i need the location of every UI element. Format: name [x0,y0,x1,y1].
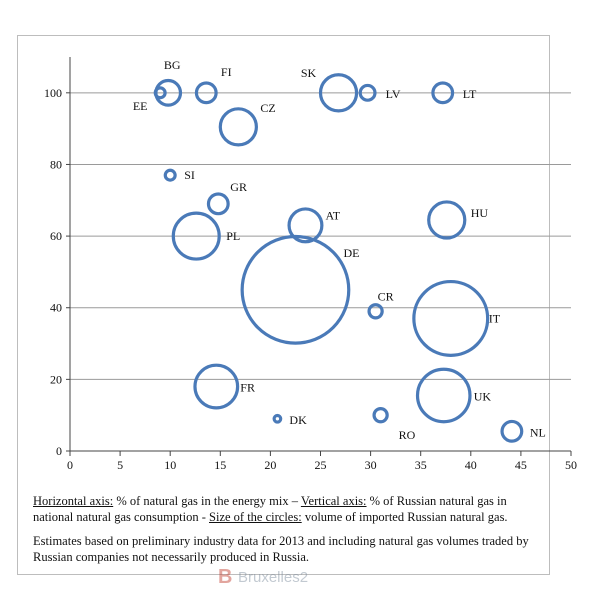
bubble-label-cz: CZ [260,101,275,115]
bubble-hu [427,200,467,240]
bubble-it [412,279,490,357]
x-tick-label: 5 [117,458,123,472]
data-note: Estimates based on preliminary industry … [33,534,529,564]
x-tick-label: 40 [465,458,477,472]
bubble-label-nl: NL [530,425,546,439]
watermark-logo: B Bruxelles2 [218,566,328,590]
figure-frame [17,35,550,575]
bubble-label-lv: LV [386,87,401,101]
x-tick-label: 0 [67,458,73,472]
bubble-nl [500,419,524,443]
y-tick-label: 20 [50,372,62,386]
x-tick-label: 30 [365,458,377,472]
bubble-gr [206,192,230,216]
bubble-label-lt: LT [463,87,477,101]
y-tick-label: 40 [50,301,62,315]
v-axis-caption-text: % of Russian natural gas in national nat… [33,494,507,524]
bubble-lv [358,83,377,102]
x-tick-label: 25 [315,458,327,472]
bubble-ro [372,407,389,424]
bubble-lt [431,81,455,105]
bubble-cz [218,107,258,147]
bubble-label-pl: PL [226,229,240,243]
bubble-at [287,207,324,244]
x-tick-label: 10 [164,458,176,472]
bubble-label-dk: DK [289,413,307,427]
bubble-pl [171,211,221,261]
x-tick-label: 35 [415,458,427,472]
bubble-label-sk: SK [301,66,317,80]
h-axis-caption-label: Horizontal axis: [33,494,114,508]
size-caption-label: Size of the circles: [209,510,302,524]
bubble-label-de: DE [343,246,359,260]
bubble-de [240,234,351,345]
bubble-ee [153,86,167,100]
watermark-mark: B [218,566,233,588]
y-tick-label: 100 [44,86,62,100]
v-axis-caption-label: Vertical axis: [300,494,367,508]
bubble-cr [367,303,384,320]
bubble-dk [272,413,283,424]
bubble-label-gr: GR [230,180,247,194]
bubble-fr [193,363,240,410]
x-tick-label: 20 [264,458,276,472]
bubble-label-ro: RO [399,428,416,442]
bubble-label-at: AT [325,208,340,222]
bubble-label-bg: BG [164,58,181,72]
h-axis-caption-text: % of natural gas in the energy mix – [113,494,301,508]
x-tick-label: 50 [565,458,577,472]
x-tick-label: 45 [515,458,527,472]
y-tick-label: 0 [56,444,62,458]
bubble-uk [415,367,472,424]
bubble-si [163,168,177,182]
y-tick-label: 80 [50,157,62,171]
bubble-label-fi: FI [221,65,232,79]
bubble-label-fr: FR [240,381,255,395]
bubble-fi [194,81,218,105]
bubble-label-it: IT [489,311,501,325]
watermark-text: Bruxelles2 [238,569,309,586]
y-tick-label: 60 [50,229,62,243]
bubble-sk [318,73,359,113]
bubble-label-si: SI [184,168,195,182]
x-tick-label: 15 [214,458,226,472]
bubble-label-cr: CR [378,289,394,303]
size-caption-text: volume of imported Russian natural gas. [301,510,508,524]
bubble-label-ee: EE [133,99,148,113]
axis-caption: Horizontal axis: % of natural gas in the… [33,493,545,525]
bubble-label-uk: UK [474,389,492,403]
bubble-label-hu: HU [471,206,489,220]
